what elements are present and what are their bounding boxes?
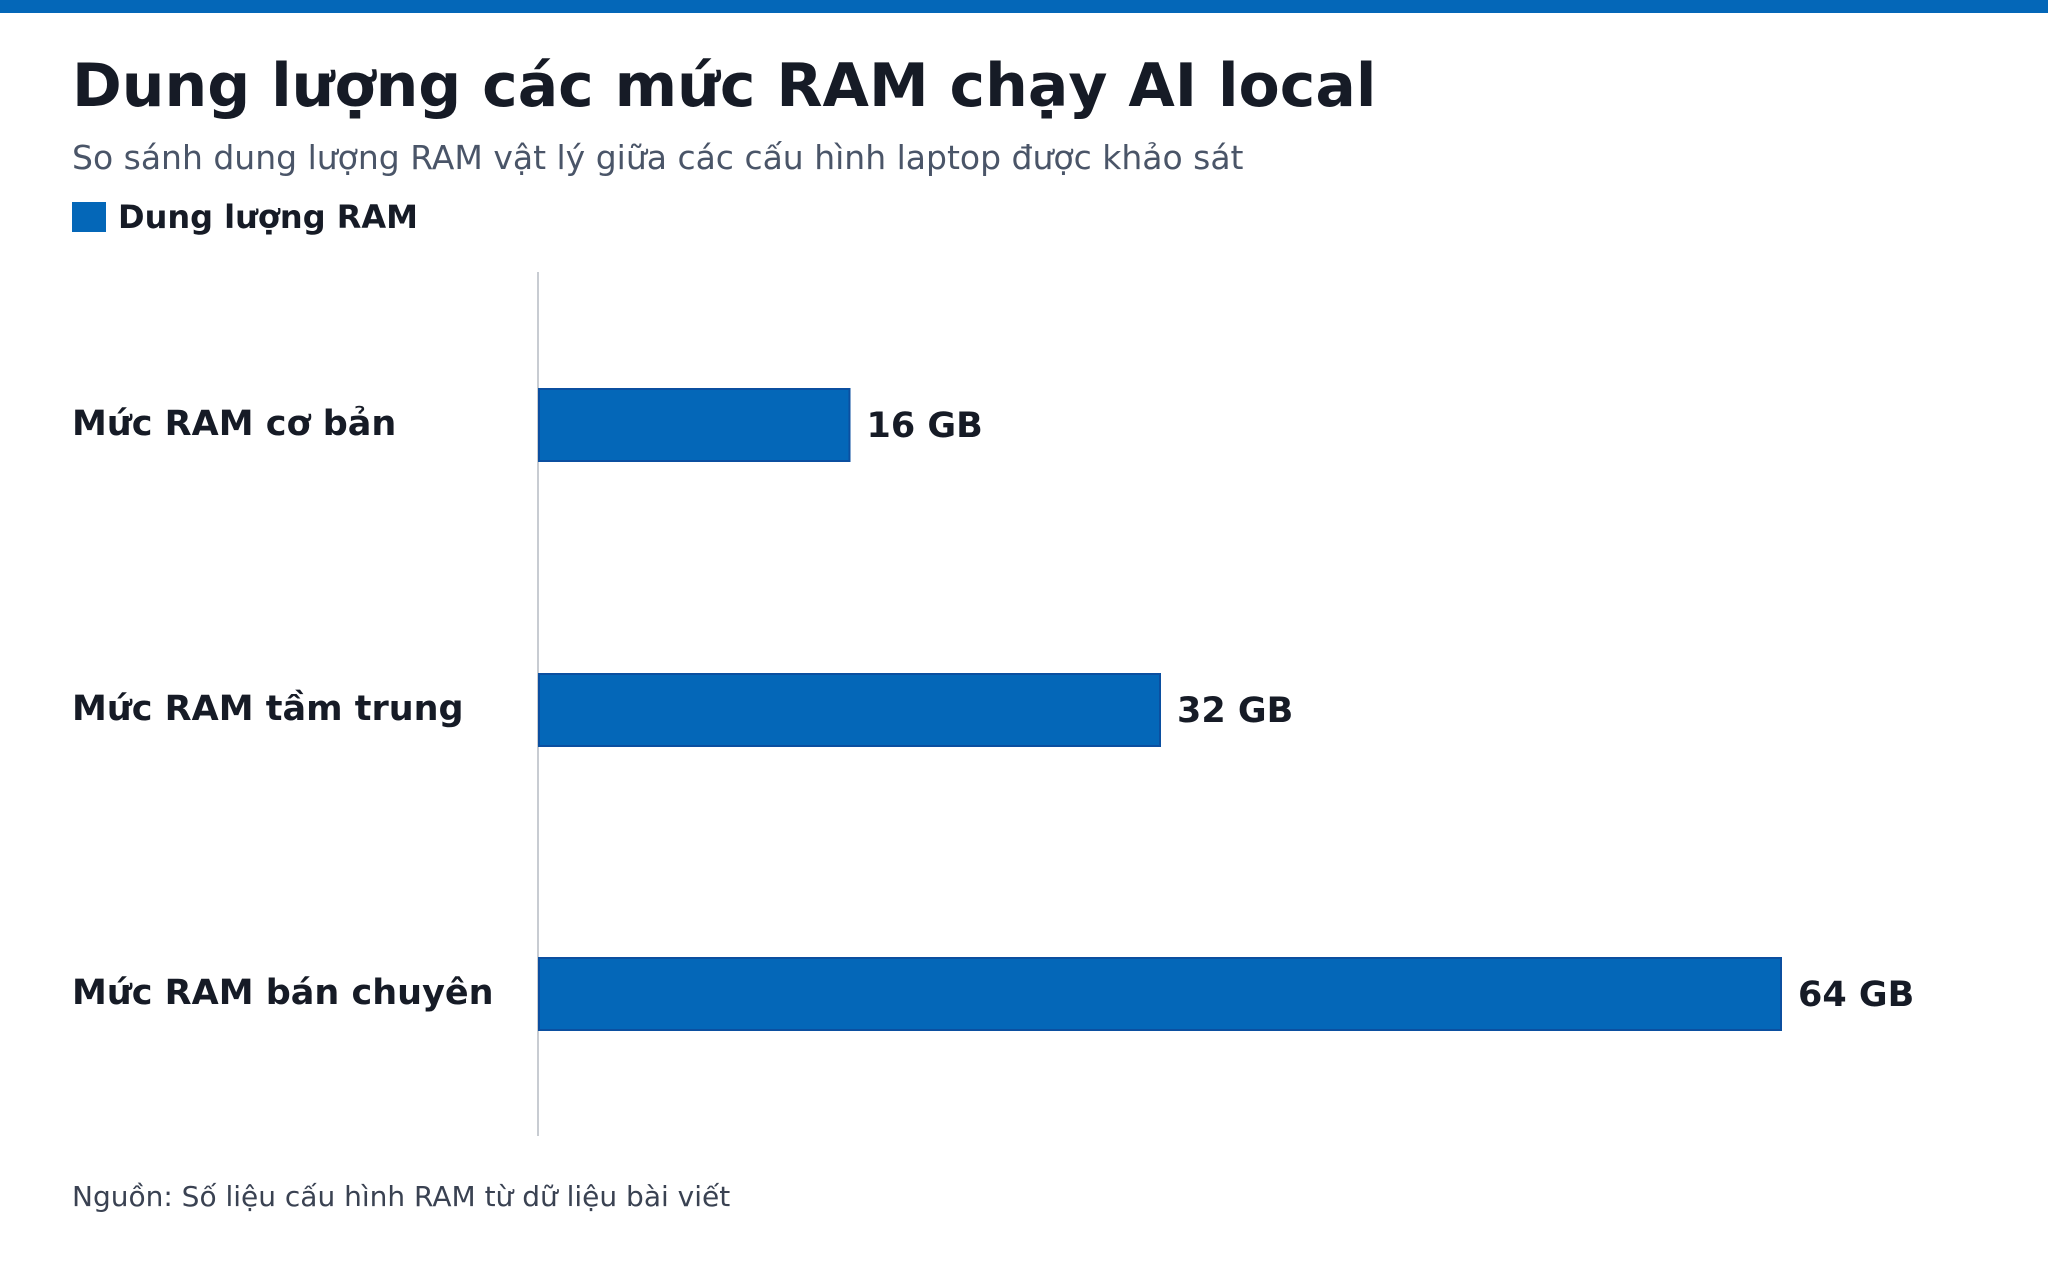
- bar: [538, 957, 1782, 1031]
- category-label: Mức RAM cơ bản: [72, 404, 396, 444]
- legend: Dung lượng RAM: [72, 198, 418, 236]
- top-accent-bar: [0, 0, 2048, 13]
- legend-swatch: [72, 202, 106, 232]
- bar: [538, 673, 1161, 747]
- value-label: 64 GB: [1798, 975, 1914, 1015]
- category-label: Mức RAM tầm trung: [72, 688, 464, 729]
- value-label: 32 GB: [1177, 691, 1293, 731]
- category-label: Mức RAM bán chuyên: [72, 973, 494, 1013]
- legend-label: Dung lượng RAM: [118, 198, 418, 236]
- source-note: Nguồn: Số liệu cấu hình RAM từ dữ liệu b…: [72, 1180, 731, 1213]
- chart-subtitle: So sánh dung lượng RAM vật lý giữa các c…: [72, 138, 1244, 177]
- bar: [538, 388, 851, 462]
- value-label: 16 GB: [867, 406, 983, 446]
- chart-title: Dung lượng các mức RAM chạy AI local: [72, 51, 1377, 121]
